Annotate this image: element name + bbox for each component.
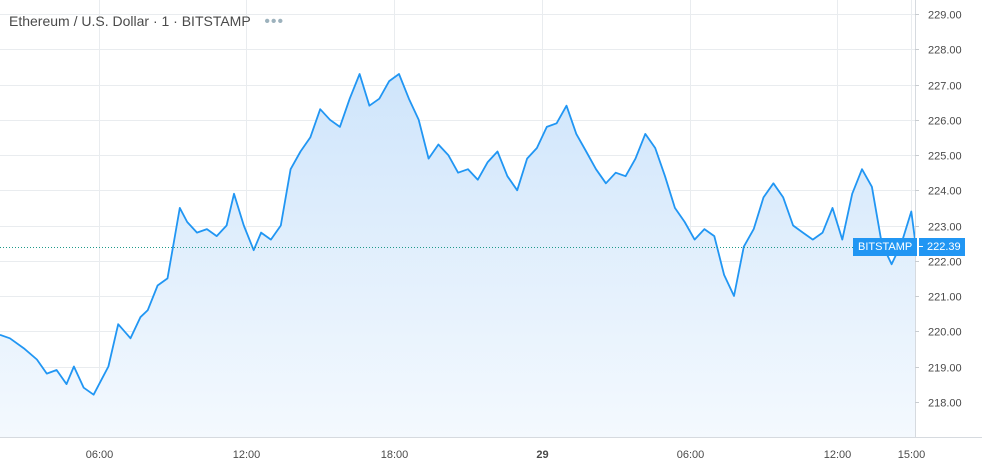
time-tick-label: 12:00 <box>824 449 852 461</box>
more-dots-icon[interactable]: ••• <box>264 13 285 30</box>
price-tick-label: 221.00 <box>928 292 962 304</box>
price-scale[interactable]: 218.00 219.00 220.00 221.00 222.00 223.00 224.… <box>915 10 962 410</box>
price-tick-label: 222.00 <box>928 257 962 269</box>
time-tick-label: 12:00 <box>233 449 261 461</box>
price-line <box>0 73 916 396</box>
price-tick-label: 229.00 <box>928 10 962 22</box>
time-scale[interactable]: 06:00 12:00 18:00 29 06:00 12:00 15:00 <box>86 449 926 461</box>
price-tick-label: 225.00 <box>928 151 962 163</box>
time-tick-label: 06:00 <box>677 449 705 461</box>
time-tick-label: 18:00 <box>381 449 409 461</box>
last-price-label: 222.39 <box>919 238 965 256</box>
exchange-price-tag: BITSTAMP <box>853 238 919 256</box>
price-tick-label: 223.00 <box>928 222 962 234</box>
price-area-fill <box>0 74 915 437</box>
price-tick-label: 220.00 <box>928 327 962 339</box>
price-tick-label: 218.00 <box>928 398 962 410</box>
time-tick-label: 29 <box>536 449 548 461</box>
price-tick-label: 219.00 <box>928 363 962 375</box>
symbol-legend[interactable]: Ethereum / U.S. Dollar · 1 · BITSTAMP ••… <box>9 13 284 31</box>
price-tick-label: 226.00 <box>928 116 962 128</box>
symbol-title: Ethereum / U.S. Dollar · 1 · BITSTAMP <box>9 13 251 29</box>
price-tick-label: 227.00 <box>928 81 962 93</box>
time-tick-label: 06:00 <box>86 449 114 461</box>
price-tick-label: 228.00 <box>928 45 962 57</box>
price-tick-label: 224.00 <box>928 186 962 198</box>
time-tick-label: 15:00 <box>898 449 926 461</box>
